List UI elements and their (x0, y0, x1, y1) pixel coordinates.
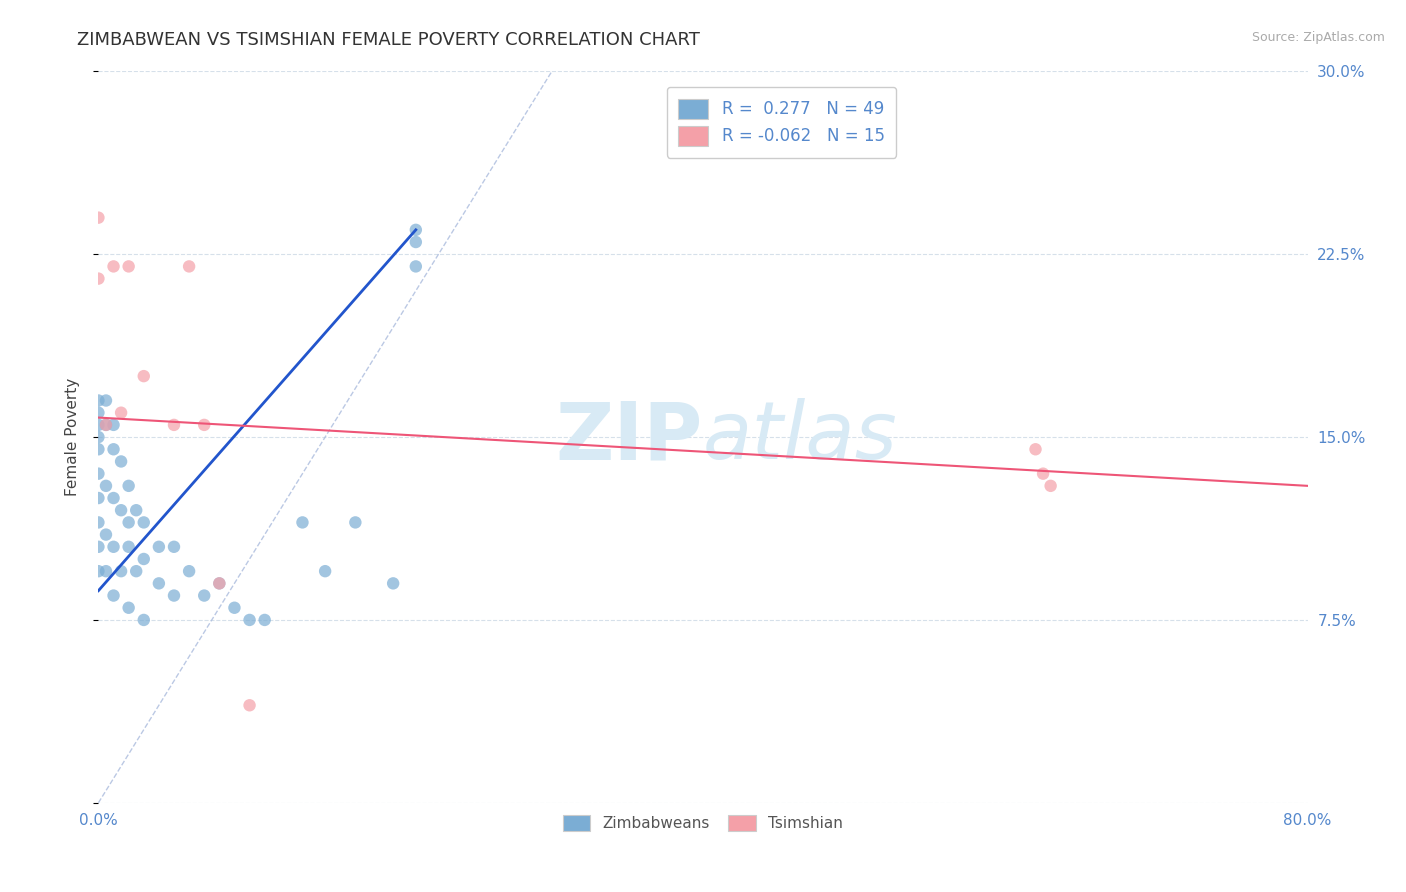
Text: Source: ZipAtlas.com: Source: ZipAtlas.com (1251, 31, 1385, 45)
Point (405, 223, 427, 237)
Point (87, 211, 110, 225)
Point (405, 235, 427, 249)
Point (87, 564, 110, 578)
Point (132, 552, 155, 566)
Point (118, 516, 141, 530)
Point (103, 589, 125, 603)
Point (87, 540, 110, 554)
Point (291, 516, 314, 530)
Point (1039, 479, 1062, 493)
Point (253, 613, 276, 627)
Point (208, 576, 231, 591)
Point (193, 589, 215, 603)
Point (382, 576, 405, 591)
Text: ZIP: ZIP (555, 398, 703, 476)
Point (87, 442, 110, 457)
Point (87, 491, 110, 505)
Point (110, 454, 132, 468)
Point (87, 417, 110, 432)
Point (110, 564, 132, 578)
Point (125, 564, 148, 578)
Point (132, 613, 155, 627)
Point (118, 260, 141, 274)
Point (239, 698, 262, 713)
Point (118, 600, 141, 615)
Point (94, 527, 117, 541)
Point (87, 271, 110, 285)
Point (314, 564, 336, 578)
Point (148, 576, 170, 591)
Point (163, 589, 186, 603)
Point (94, 479, 117, 493)
Point (405, 260, 427, 274)
Y-axis label: Female Poverty: Female Poverty (65, 378, 80, 496)
Point (94, 564, 117, 578)
Point (87, 393, 110, 408)
Point (1032, 467, 1054, 481)
Point (224, 600, 246, 615)
Point (87, 467, 110, 481)
Point (87, 406, 110, 420)
Point (103, 540, 125, 554)
Point (103, 417, 125, 432)
Point (179, 260, 201, 274)
Point (110, 503, 132, 517)
Point (118, 479, 141, 493)
Point (103, 260, 125, 274)
Point (94, 417, 117, 432)
Point (125, 503, 148, 517)
Point (239, 613, 262, 627)
Point (132, 516, 155, 530)
Point (94, 417, 117, 432)
Point (103, 442, 125, 457)
Point (87, 430, 110, 444)
Point (110, 406, 132, 420)
Legend: Zimbabweans, Tsimshian: Zimbabweans, Tsimshian (555, 807, 851, 839)
Point (132, 369, 155, 384)
Point (118, 540, 141, 554)
Point (103, 491, 125, 505)
Point (208, 576, 231, 591)
Text: atlas: atlas (703, 398, 898, 476)
Point (344, 516, 367, 530)
Point (179, 564, 201, 578)
Text: ZIMBABWEAN VS TSIMSHIAN FEMALE POVERTY CORRELATION CHART: ZIMBABWEAN VS TSIMSHIAN FEMALE POVERTY C… (77, 31, 700, 49)
Point (163, 417, 186, 432)
Point (1024, 442, 1046, 457)
Point (148, 540, 170, 554)
Point (193, 417, 215, 432)
Point (163, 540, 186, 554)
Point (94, 393, 117, 408)
Point (87, 516, 110, 530)
